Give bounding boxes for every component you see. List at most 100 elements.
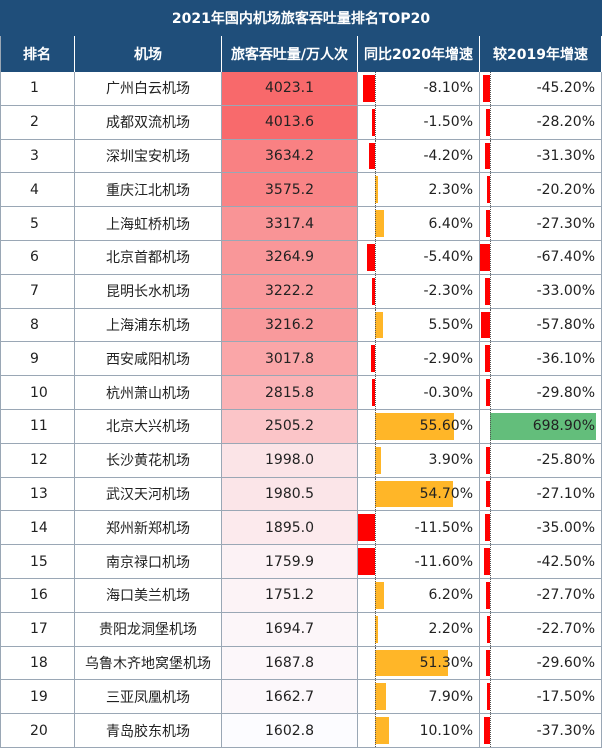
growth-2019-axis [490,511,491,545]
rank-cell: 8 [0,308,75,343]
growth-2019-label: -37.30% [536,722,595,739]
growth-2020-bar [363,75,375,102]
growth-2019-label: -20.20% [536,181,595,198]
growth-2020-bar [370,345,375,373]
rank-cell: 16 [0,579,75,613]
growth-2020-cell: -2.90% [358,342,480,377]
growth-2019-axis [490,646,491,680]
passenger-volume-cell: 1980.5 [222,477,358,512]
airport-name-cell: 深圳宝安机场 [75,139,222,174]
growth-2020-bar [367,244,375,271]
growth-2020-cell: -4.20% [358,139,480,174]
growth-2020-label: 51.30% [419,654,473,671]
growth-2020-cell: 7.90% [358,680,480,715]
growth-2019-cell: 698.90% [480,410,602,444]
growth-2020-cell: -11.60% [358,545,480,579]
growth-2020-label: -11.50% [414,519,473,536]
growth-2019-label: -29.60% [536,654,595,671]
growth-2020-axis [375,511,376,545]
passenger-volume-cell: 1751.2 [222,579,358,613]
rank-cell: 11 [0,410,75,444]
growth-2019-cell: -22.70% [480,612,602,647]
growth-2019-bar [484,514,490,542]
table-title: 2021年国内机场旅客吞吐量排名TOP20 [0,0,602,36]
growth-2019-label: -67.40% [536,249,595,266]
growth-2019-bar [483,548,490,575]
passenger-volume-cell: 3634.2 [222,139,358,174]
growth-2019-bar [485,649,490,677]
airport-name-cell: 海口美兰机场 [75,579,222,613]
column-header-growth-2019: 较2019年增速 [480,36,602,72]
growth-2020-bar [375,480,453,508]
growth-2019-bar [485,142,490,170]
airport-name-cell: 郑州新郑机场 [75,511,222,546]
growth-2020-label: 7.90% [428,688,473,705]
rank-cell: 2 [0,105,75,140]
airport-name-cell: 广州白云机场 [75,72,222,106]
growth-2019-axis [490,342,491,376]
growth-2020-label: 6.20% [428,587,473,604]
passenger-volume-cell: 1662.7 [222,680,358,715]
growth-2020-axis [375,646,376,680]
passenger-volume-cell: 2815.8 [222,376,358,410]
growth-2020-bar [375,582,384,609]
growth-2020-cell: -8.10% [358,72,480,106]
table-left-border [0,36,1,748]
growth-2020-label: 54.70% [419,485,473,502]
growth-2019-cell: -27.10% [480,477,602,512]
growth-2019-axis [490,173,491,207]
passenger-volume-cell: 3222.2 [222,274,358,309]
growth-2019-bar [481,311,490,339]
growth-2019-cell: -20.20% [480,173,602,208]
growth-2019-label: -27.30% [536,215,595,232]
growth-2019-bar [486,446,490,474]
growth-2019-bar [485,480,490,508]
airport-name-cell: 西安咸阳机场 [75,342,222,377]
growth-2019-label: -17.50% [536,688,595,705]
airport-name-cell: 贵阳龙洞堡机场 [75,612,222,647]
growth-2020-axis [375,545,376,578]
airport-name-cell: 重庆江北机场 [75,173,222,208]
growth-2019-bar [490,413,596,440]
growth-2020-cell: -11.50% [358,511,480,546]
growth-2020-axis [375,680,376,714]
growth-2020-bar [358,514,375,542]
airport-name-cell: 长沙黄花机场 [75,443,222,478]
column-header-airport: 机场 [75,36,222,72]
growth-2019-bar [486,615,490,643]
growth-2019-bar [483,75,490,102]
passenger-volume-cell: 1759.9 [222,545,358,579]
growth-2020-label: -4.20% [423,147,473,164]
growth-2020-cell: 10.10% [358,714,480,748]
growth-2020-bar [372,379,375,406]
growth-2019-cell: -29.80% [480,376,602,410]
growth-2020-cell: 55.60% [358,410,480,444]
column-header-growth-2020: 同比2020年增速 [358,36,480,72]
growth-2019-axis [490,308,491,342]
growth-2019-label: -35.00% [536,519,595,536]
growth-2020-bar [358,548,375,575]
growth-2019-label: -22.70% [536,621,595,638]
growth-2019-cell: -27.30% [480,207,602,241]
growth-2019-label: -42.50% [536,553,595,570]
growth-2019-bar [485,108,490,136]
growth-2019-bar [485,277,490,305]
column-header-rank: 排名 [0,36,75,72]
growth-2019-axis [490,274,491,308]
growth-2020-axis [375,241,376,274]
passenger-volume-cell: 3017.8 [222,342,358,377]
airport-name-cell: 乌鲁木齐地窝堡机场 [75,646,222,681]
growth-2020-cell: 2.30% [358,173,480,208]
growth-2019-cell: -42.50% [480,545,602,579]
passenger-volume-cell: 1687.8 [222,646,358,681]
growth-2019-bar [487,683,490,711]
rank-cell: 3 [0,139,75,174]
growth-2019-cell: -57.80% [480,308,602,343]
growth-2020-cell: -5.40% [358,241,480,275]
growth-2020-axis [375,477,376,511]
growth-2020-bar [368,142,375,170]
passenger-volume-cell: 4013.6 [222,105,358,140]
rank-cell: 14 [0,511,75,546]
rank-cell: 18 [0,646,75,681]
growth-2020-label: -2.30% [423,283,473,300]
